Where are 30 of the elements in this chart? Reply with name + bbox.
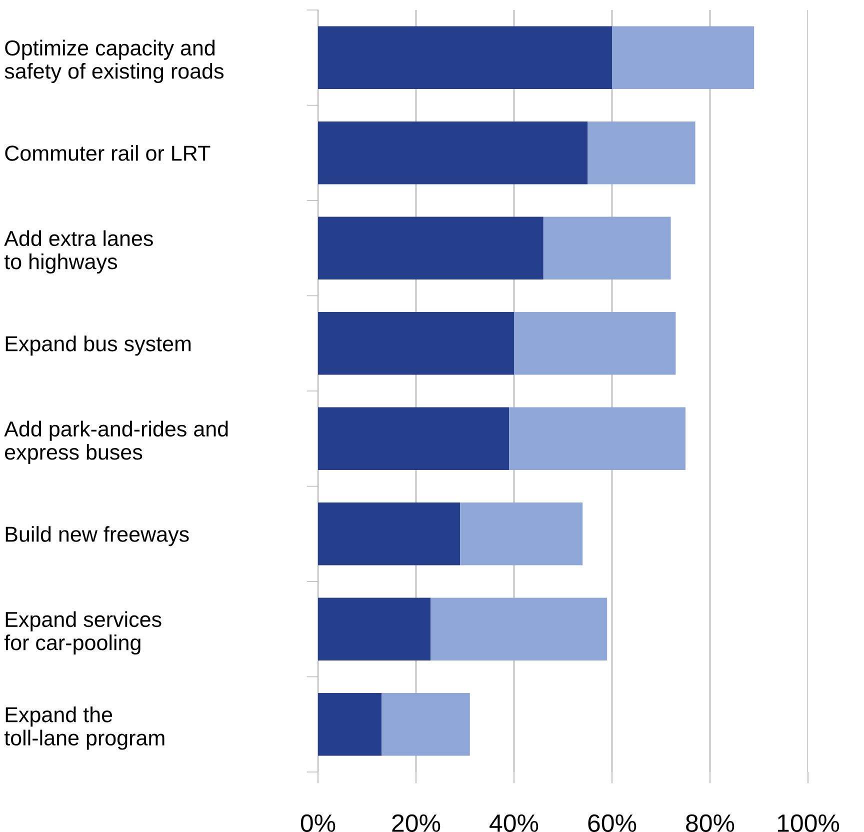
bar — [318, 407, 510, 470]
y-tick-label: Expand bus system — [6, 336, 191, 356]
bar — [382, 692, 470, 756]
x-tick-label: 80% — [686, 814, 734, 832]
x-tick-label: 100% — [778, 814, 840, 832]
bar — [318, 216, 544, 280]
y-tick-label: Optimize capacity and safety of existing roads — [4, 40, 224, 84]
x-tick-label: 0% — [300, 814, 336, 832]
bar — [612, 26, 754, 90]
x-tick-label: 60% — [588, 814, 636, 832]
bar — [318, 692, 382, 756]
bar — [318, 598, 431, 661]
y-tick-label: Expand the toll-lane program — [4, 706, 164, 750]
y-tick-label: Add park-and-rides and express buses — [4, 420, 228, 464]
bar — [588, 121, 696, 184]
bar — [514, 312, 676, 375]
bar — [543, 216, 671, 280]
bar — [318, 121, 588, 184]
x-tick-label: 20% — [392, 814, 440, 832]
y-tick-label: Add extra lanes to highways — [4, 230, 153, 274]
bar — [509, 407, 686, 470]
y-tick-label: Commuter rail or LRT — [5, 145, 210, 161]
bar — [430, 598, 608, 661]
bar — [318, 502, 460, 566]
x-tick-label: 40% — [490, 814, 538, 832]
y-tick-label: Build new freeways — [6, 526, 189, 546]
y-tick-label: Expand services for car-pooling — [4, 611, 162, 655]
bar — [318, 312, 514, 375]
bar — [318, 26, 612, 90]
bar — [460, 502, 583, 566]
